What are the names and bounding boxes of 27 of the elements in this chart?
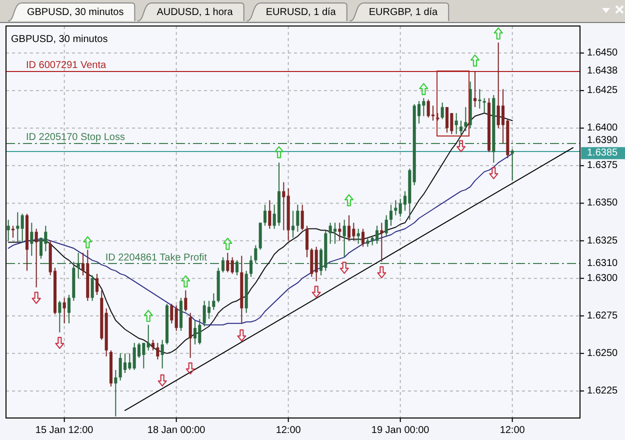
x-tick-label: 12:00: [500, 425, 526, 436]
y-tick-label: 1.6425: [587, 85, 618, 96]
x-tick-label: 15 Jan 12:00: [35, 425, 94, 436]
text: EURUSD, 1 día: [266, 7, 336, 18]
ref-line-label: 1.6390: [587, 135, 618, 146]
x-tick-label: 18 Jan 00:00: [147, 425, 206, 436]
annotation: ID 6007291 Venta: [26, 60, 107, 72]
ref-line-label: 1.6310: [587, 258, 618, 269]
ref-line-label: 1.6438: [587, 66, 618, 77]
y-tick-label: 1.6450: [587, 48, 618, 59]
y-tick-label: 1.6275: [587, 310, 618, 322]
text: GBPUSD, 30 minutos: [26, 7, 124, 18]
y-tick-label: 1.6300: [587, 272, 618, 284]
text: EURGBP, 1 día: [368, 7, 438, 18]
x-tick-label: 19 Jan 00:00: [371, 425, 430, 436]
y-tick-label: 1.6250: [587, 348, 618, 359]
annotation: ID 2204861 Take Profit: [105, 252, 208, 264]
y-tick-label: 1.6400: [587, 122, 618, 134]
y-tick-label: 1.6375: [587, 160, 618, 172]
x-tick-label: 12:00: [276, 425, 302, 436]
annotation: ID 2205170 Stop Loss: [26, 132, 125, 144]
ref-line-label: 1.6385: [587, 148, 618, 159]
y-tick-label: 1.6225: [587, 385, 618, 396]
y-tick-label: 1.6350: [587, 198, 618, 209]
y-tick-label: 1.6325: [587, 235, 618, 246]
text: AUDUSD, 1 hora: [156, 7, 234, 18]
text: GBPUSD, 30 minutos: [11, 34, 108, 45]
